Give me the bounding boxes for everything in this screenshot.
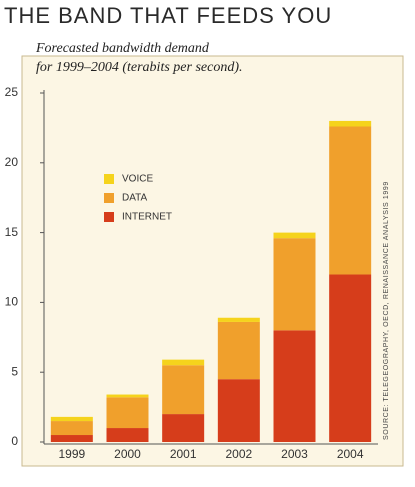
bar-segment (162, 359, 205, 366)
bar-segment (106, 394, 149, 398)
x-tick-label: 2001 (170, 447, 197, 461)
bar-segment (217, 317, 260, 322)
bar-segment (329, 274, 372, 442)
legend-label: DATA (122, 193, 148, 204)
y-tick-label: 5 (11, 364, 18, 378)
x-tick-label: 2004 (337, 447, 364, 461)
legend-swatch (104, 174, 114, 184)
y-tick-label: 10 (5, 295, 19, 309)
y-tick-label: 20 (5, 155, 19, 169)
source-note: SOURCE: TELEGEOGRAPHY, OECD, RENAISSANCE… (383, 181, 390, 440)
bar-segment (273, 238, 316, 331)
bar-segment (217, 379, 260, 442)
legend-swatch (104, 193, 114, 203)
bar-segment (50, 435, 93, 442)
x-tick-label: 2002 (225, 447, 252, 461)
bar-segment (50, 416, 93, 422)
bar-segment (106, 397, 149, 429)
bar-segment (217, 321, 260, 380)
bar-segment (329, 126, 372, 275)
y-tick-label: 0 (11, 434, 18, 448)
legend-label: INTERNET (122, 212, 172, 223)
chart-title: THE BAND THAT FEEDS YOU (4, 3, 332, 28)
bar-segment (273, 330, 316, 442)
legend-swatch (104, 212, 114, 222)
y-tick-label: 15 (5, 225, 19, 239)
bar-segment (273, 232, 316, 239)
bar-segment (329, 120, 372, 127)
y-tick-label: 25 (5, 85, 19, 99)
chart-subtitle: for 1999–2004 (terabits per second). (36, 60, 242, 75)
bar-segment (106, 428, 149, 442)
x-tick-label: 1999 (58, 447, 85, 461)
bar-segment (162, 414, 205, 442)
x-tick-label: 2000 (114, 447, 141, 461)
bar-segment (50, 421, 93, 436)
chart-subtitle: Forecasted bandwidth demand (35, 41, 210, 56)
legend-label: VOICE (122, 174, 153, 185)
x-tick-label: 2003 (281, 447, 308, 461)
bar-segment (162, 365, 205, 415)
